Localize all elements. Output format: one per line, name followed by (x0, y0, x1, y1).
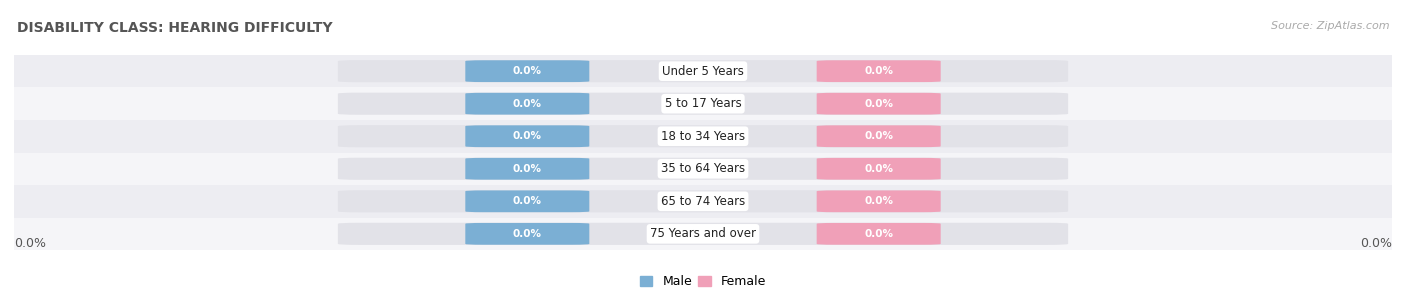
FancyBboxPatch shape (817, 93, 941, 115)
Text: 0.0%: 0.0% (513, 131, 541, 141)
Bar (14, 185, 1392, 217)
Text: Source: ZipAtlas.com: Source: ZipAtlas.com (1271, 21, 1389, 31)
Text: 65 to 74 Years: 65 to 74 Years (661, 195, 745, 208)
FancyBboxPatch shape (817, 125, 941, 147)
FancyBboxPatch shape (337, 158, 1069, 180)
Text: 0.0%: 0.0% (14, 237, 46, 250)
Text: 0.0%: 0.0% (1360, 237, 1392, 250)
Text: 0.0%: 0.0% (513, 99, 541, 109)
Legend: Male, Female: Male, Female (636, 270, 770, 293)
Text: 18 to 34 Years: 18 to 34 Years (661, 130, 745, 143)
Text: 0.0%: 0.0% (865, 131, 893, 141)
Bar (14, 88, 1392, 120)
Text: 0.0%: 0.0% (513, 164, 541, 174)
Text: DISABILITY CLASS: HEARING DIFFICULTY: DISABILITY CLASS: HEARING DIFFICULTY (17, 21, 332, 35)
Text: 0.0%: 0.0% (513, 229, 541, 239)
Bar (14, 120, 1392, 152)
Text: 35 to 64 Years: 35 to 64 Years (661, 162, 745, 175)
Text: 0.0%: 0.0% (513, 196, 541, 206)
Text: 0.0%: 0.0% (513, 66, 541, 76)
Text: 5 to 17 Years: 5 to 17 Years (665, 97, 741, 110)
Bar (14, 152, 1392, 185)
FancyBboxPatch shape (337, 93, 1069, 115)
Text: Under 5 Years: Under 5 Years (662, 65, 744, 78)
FancyBboxPatch shape (817, 60, 941, 82)
Text: 0.0%: 0.0% (865, 229, 893, 239)
FancyBboxPatch shape (465, 190, 589, 212)
FancyBboxPatch shape (465, 223, 589, 245)
FancyBboxPatch shape (337, 60, 1069, 82)
FancyBboxPatch shape (817, 190, 941, 212)
FancyBboxPatch shape (465, 158, 589, 180)
Text: 75 Years and over: 75 Years and over (650, 227, 756, 240)
FancyBboxPatch shape (465, 93, 589, 115)
FancyBboxPatch shape (465, 125, 589, 147)
FancyBboxPatch shape (817, 223, 941, 245)
FancyBboxPatch shape (817, 158, 941, 180)
FancyBboxPatch shape (465, 60, 589, 82)
Text: 0.0%: 0.0% (865, 99, 893, 109)
FancyBboxPatch shape (337, 190, 1069, 212)
Text: 0.0%: 0.0% (865, 164, 893, 174)
Bar (14, 55, 1392, 88)
Text: 0.0%: 0.0% (865, 196, 893, 206)
Bar (14, 217, 1392, 250)
FancyBboxPatch shape (337, 223, 1069, 245)
FancyBboxPatch shape (337, 125, 1069, 147)
Text: 0.0%: 0.0% (865, 66, 893, 76)
